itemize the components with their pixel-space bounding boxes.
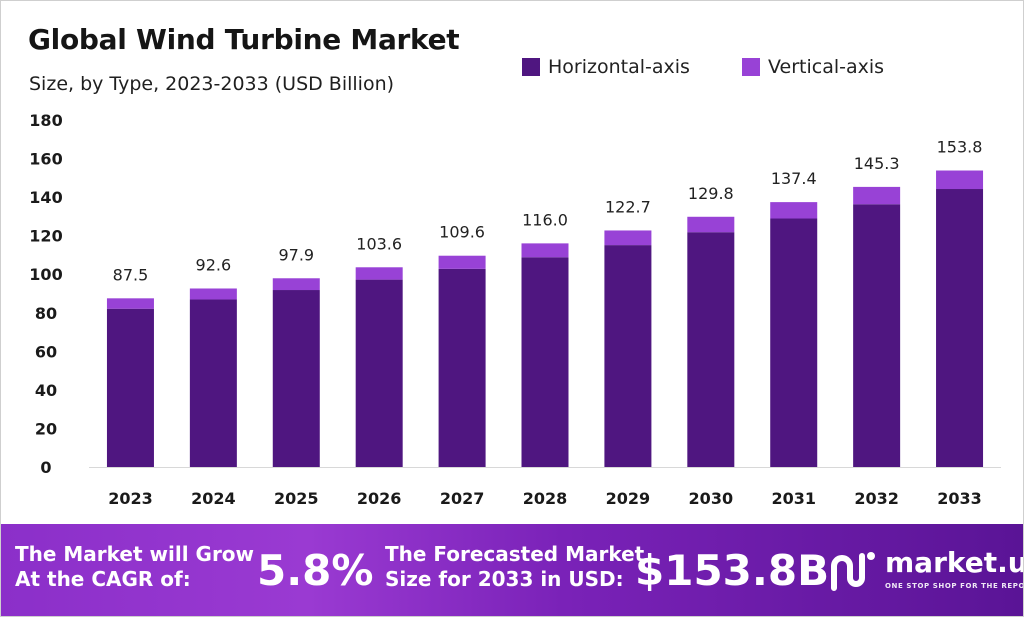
data-label-total: 116.0 — [522, 210, 568, 229]
data-label-total: 145.3 — [854, 154, 900, 173]
bar-vertical-axis — [438, 255, 486, 269]
bar-chart: 0 20 40 60 80 100 120 140 160 180 87.5 2023 92.6 2024… — [29, 111, 1001, 508]
summary-banner: The Market will Grow At the CAGR of: 5.8… — [1, 524, 1023, 616]
bar-vertical-axis — [355, 267, 403, 280]
cagr-label: The Market will Grow At the CAGR of: — [15, 542, 254, 592]
bar-vertical-axis — [521, 243, 569, 258]
cagr-label-line2: At the CAGR of: — [15, 567, 191, 591]
y-tick-label: 0 — [40, 458, 51, 477]
bar-horizontal-axis — [438, 268, 486, 467]
market-us-logo-icon — [831, 552, 875, 591]
y-tick-label: 40 — [35, 381, 57, 400]
data-label-total: 137.4 — [771, 169, 817, 188]
cagr-value: 5.8% — [257, 546, 374, 595]
data-label-total: 122.7 — [605, 197, 651, 216]
x-tick-label: 2025 — [274, 489, 319, 508]
forecast-label: The Forecasted Market Size for 2033 in U… — [385, 542, 644, 592]
x-tick-label: 2026 — [357, 489, 402, 508]
data-label-total: 103.6 — [356, 234, 402, 253]
x-tick-label: 2030 — [689, 489, 734, 508]
bar-horizontal-axis — [604, 245, 652, 467]
bar-horizontal-axis — [106, 308, 154, 467]
legend-item-vertical-axis: Vertical-axis — [742, 55, 884, 79]
y-tick-label: 80 — [35, 304, 57, 323]
y-tick-label: 140 — [29, 188, 62, 207]
bar-vertical-axis — [853, 186, 901, 205]
legend-swatch-vertical-axis — [742, 58, 760, 76]
x-tick-label: 2024 — [191, 489, 236, 508]
x-tick-label: 2033 — [937, 489, 982, 508]
x-tick-label: 2029 — [606, 489, 651, 508]
bar-horizontal-axis — [687, 232, 735, 467]
bar-vertical-axis — [189, 288, 237, 300]
data-label-total: 87.5 — [113, 265, 149, 284]
bar-vertical-axis — [106, 298, 154, 309]
legend-label-horizontal-axis: Horizontal-axis — [548, 56, 690, 78]
legend-label-vertical-axis: Vertical-axis — [768, 56, 885, 78]
y-tick-label: 160 — [29, 150, 62, 169]
bar-horizontal-axis — [853, 204, 901, 467]
forecast-value: $153.8B — [635, 546, 830, 595]
bar-horizontal-axis — [770, 218, 818, 467]
x-tick-label: 2032 — [854, 489, 899, 508]
bar-horizontal-axis — [189, 299, 237, 467]
bar-vertical-axis — [687, 216, 735, 233]
y-tick-label: 120 — [29, 227, 62, 246]
bar-vertical-axis — [770, 202, 818, 219]
y-tick-label: 100 — [29, 265, 62, 284]
cagr-label-line1: The Market will Grow — [15, 542, 255, 566]
bar-vertical-axis — [604, 230, 652, 246]
data-label-total: 153.8 — [937, 138, 983, 157]
legend-swatch-horizontal-axis — [522, 58, 540, 76]
chart-title: Global Wind Turbine Market — [28, 23, 460, 56]
bar-vertical-axis — [936, 170, 984, 190]
data-label-total: 92.6 — [196, 255, 232, 274]
x-tick-label: 2027 — [440, 489, 485, 508]
brand-tagline: ONE STOP SHOP FOR THE REPORTS — [885, 582, 1023, 590]
data-label-total: 109.6 — [439, 223, 485, 242]
x-tick-label: 2023 — [108, 489, 153, 508]
x-tick-label: 2031 — [771, 489, 816, 508]
x-tick-label: 2028 — [523, 489, 568, 508]
bar-horizontal-axis — [355, 279, 403, 467]
bar-vertical-axis — [272, 278, 320, 291]
bar-horizontal-axis — [521, 257, 569, 467]
y-tick-label: 60 — [35, 342, 57, 361]
bar-horizontal-axis — [272, 290, 320, 467]
data-label-total: 129.8 — [688, 184, 734, 203]
brand-name: market.us — [885, 546, 1023, 579]
y-tick-label: 20 — [35, 419, 57, 438]
forecast-label-line1: The Forecasted Market — [385, 542, 645, 566]
data-label-total: 97.9 — [278, 245, 314, 264]
y-tick-label: 180 — [29, 111, 62, 130]
forecast-label-line2: Size for 2033 in USD: — [385, 567, 624, 591]
chart-subtitle: Size, by Type, 2023-2033 (USD Billion) — [29, 73, 395, 95]
bar-horizontal-axis — [936, 189, 984, 467]
legend-item-horizontal-axis: Horizontal-axis — [522, 55, 690, 79]
